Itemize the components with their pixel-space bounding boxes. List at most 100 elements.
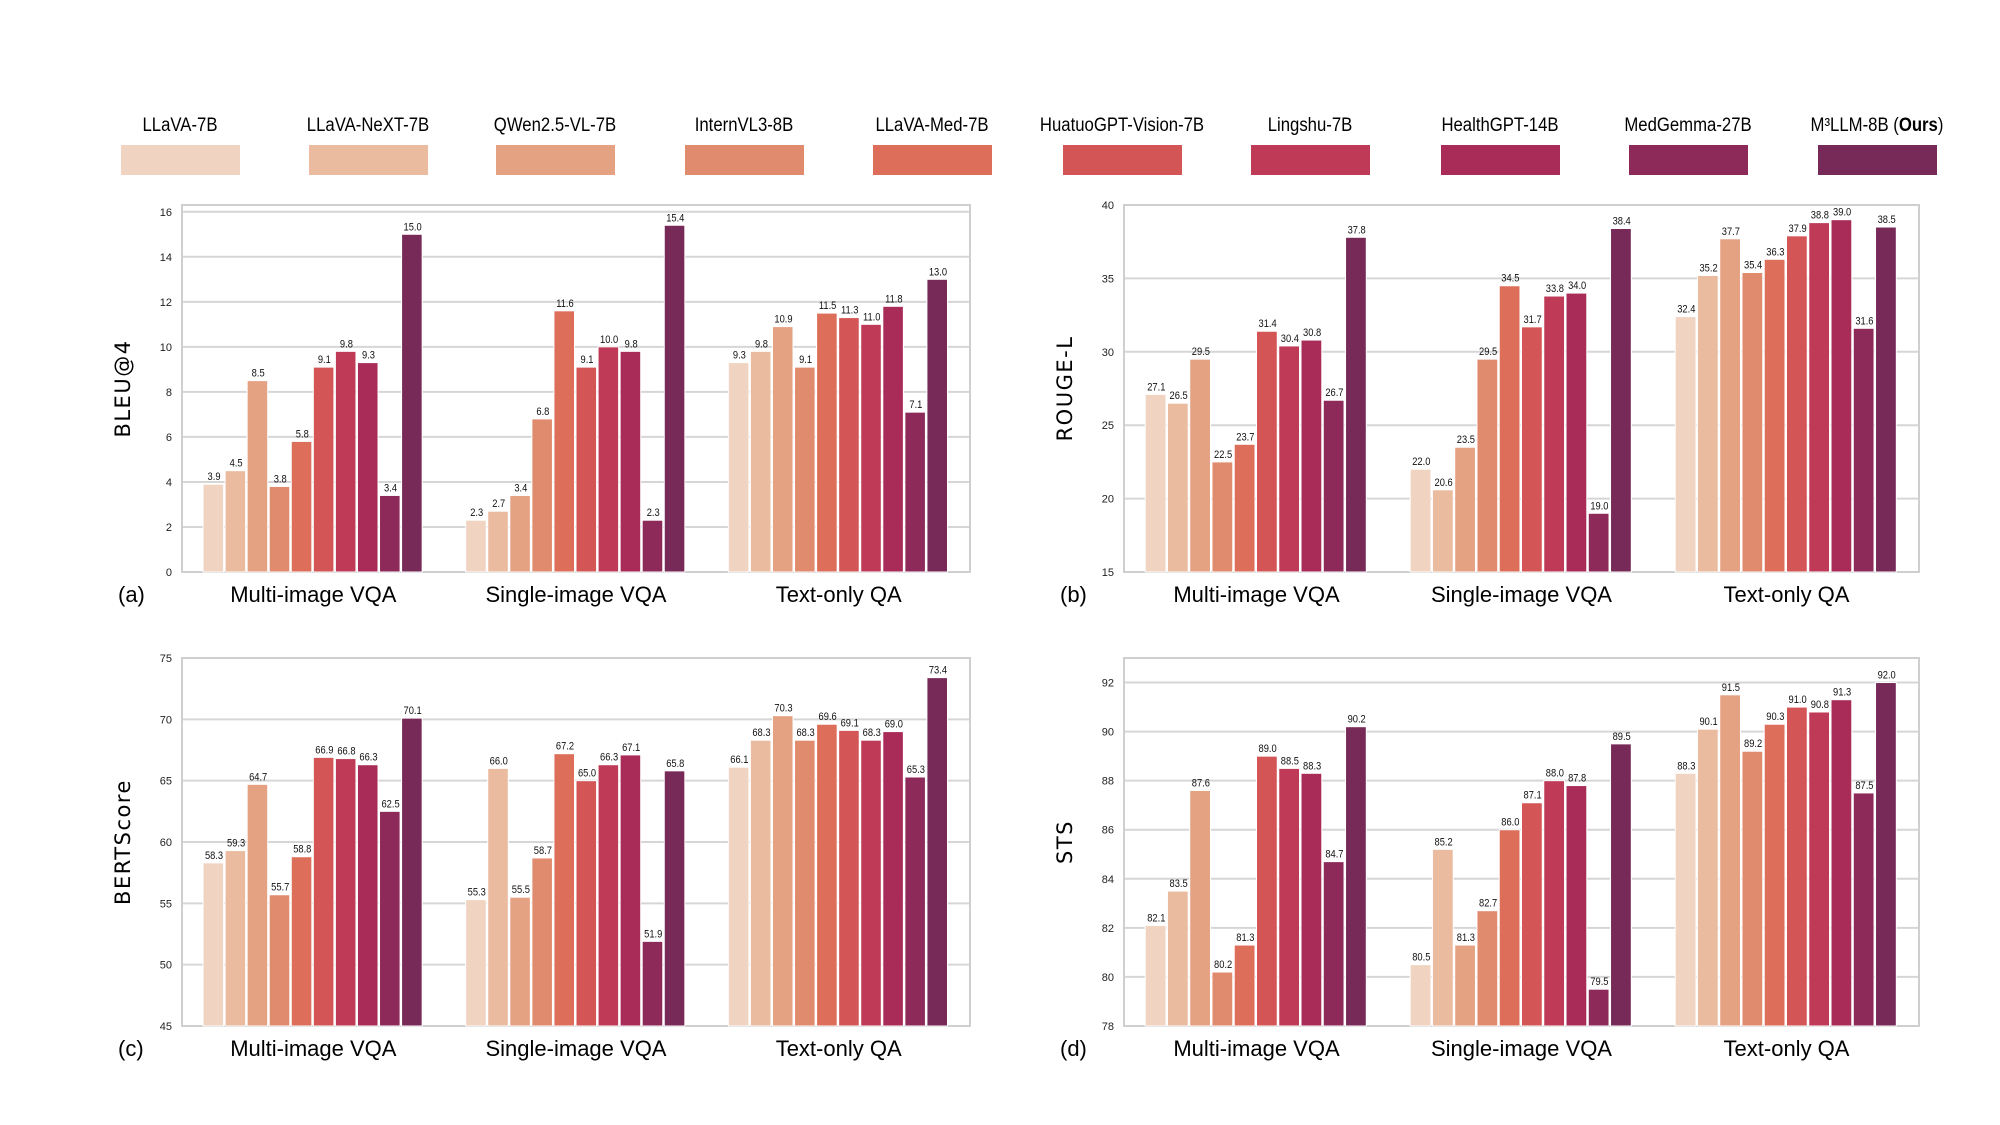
- y-axis-label: BERTScore: [111, 779, 135, 905]
- bar: [1565, 292, 1588, 573]
- bar: [1256, 755, 1278, 1027]
- bar: [904, 411, 926, 573]
- bar-value-label: 67.2: [556, 741, 574, 753]
- bar-value-label: 30.4: [1281, 333, 1299, 345]
- bar-value-label: 11.6: [556, 298, 574, 310]
- bar-value-label: 88.0: [1546, 768, 1564, 780]
- bar-value-label: 34.0: [1568, 280, 1586, 292]
- bar-value-label: 9.8: [340, 339, 353, 351]
- bar: [1719, 238, 1741, 573]
- bar-value-label: 80.5: [1412, 952, 1430, 964]
- x-category-label: Single-image VQA: [486, 582, 667, 607]
- y-tick-label: 45: [160, 1021, 172, 1033]
- bar: [1454, 446, 1476, 573]
- bar: [224, 850, 247, 1027]
- bar: [1211, 461, 1234, 573]
- bar: [312, 366, 335, 573]
- x-category-label: Text-only QA: [1724, 1036, 1850, 1061]
- bar-value-label: 33.8: [1546, 283, 1564, 295]
- y-tick-label: 40: [1102, 200, 1114, 212]
- bar-value-label: 89.0: [1259, 744, 1277, 756]
- bar-value-label: 89.5: [1613, 731, 1631, 743]
- bar-value-label: 26.5: [1170, 391, 1188, 403]
- y-tick-label: 8: [166, 387, 172, 399]
- bar: [1322, 399, 1345, 573]
- bar-value-label: 3.9: [208, 472, 221, 484]
- bar-value-label: 66.9: [315, 745, 333, 757]
- bar: [465, 519, 487, 573]
- bar: [1166, 890, 1189, 1027]
- bar: [1565, 785, 1588, 1027]
- legend: LLaVA-7B LLaVA-NeXT-7B QWen2.5-VL-7B Intern…: [0, 0, 2000, 180]
- bar-value-label: 8.5: [252, 368, 265, 380]
- bar: [1300, 339, 1323, 573]
- bar: [1498, 829, 1521, 1027]
- bar: [794, 366, 816, 573]
- bar: [882, 731, 904, 1027]
- bar: [1322, 861, 1345, 1027]
- bar-value-label: 66.3: [600, 752, 618, 764]
- y-tick-label: 86: [1102, 825, 1114, 837]
- bar: [246, 783, 269, 1027]
- x-category-label: Single-image VQA: [1431, 582, 1612, 607]
- bar: [1345, 726, 1367, 1027]
- x-category-label: Single-image VQA: [1431, 1036, 1612, 1061]
- legend-swatch: [308, 145, 428, 175]
- bar-value-label: 66.1: [730, 755, 748, 767]
- bar: [1211, 971, 1234, 1027]
- bar: [926, 278, 948, 573]
- legend-swatch: [1817, 145, 1937, 175]
- y-tick-label: 50: [160, 960, 172, 972]
- bar: [1587, 512, 1610, 573]
- y-tick-label: 75: [160, 653, 172, 665]
- legend-item: M³LLM-8B (Ours): [1782, 115, 1972, 175]
- bar: [246, 380, 269, 573]
- legend-item: MedGemma-27B: [1593, 115, 1783, 175]
- x-category-label: Multi-image VQA: [230, 582, 397, 607]
- x-category-label: Multi-image VQA: [230, 1036, 397, 1061]
- bar-value-label: 64.7: [249, 772, 267, 784]
- bar-value-label: 68.3: [752, 728, 770, 740]
- bar-value-label: 87.8: [1568, 773, 1586, 785]
- y-tick-label: 0: [166, 567, 172, 579]
- legend-item: LLaVA-7B: [85, 115, 275, 175]
- legend-item: HealthGPT-14B: [1405, 115, 1595, 175]
- bar-value-label: 5.8: [296, 429, 309, 441]
- bar-value-label: 3.4: [514, 483, 527, 495]
- bar: [1454, 944, 1476, 1027]
- bar-value-label: 39.0: [1833, 207, 1851, 219]
- bar-value-label: 55.3: [468, 887, 486, 899]
- bar: [1476, 910, 1499, 1027]
- bar-value-label: 9.8: [625, 339, 638, 351]
- bar: [1233, 944, 1256, 1027]
- y-tick-label: 88: [1102, 776, 1114, 788]
- bar: [727, 766, 750, 1027]
- bar: [268, 894, 291, 1027]
- bar-value-label: 82.7: [1479, 898, 1497, 910]
- bar-value-label: 65.3: [907, 764, 925, 776]
- bar: [794, 739, 816, 1027]
- bar: [1696, 728, 1719, 1027]
- bar: [1741, 750, 1764, 1027]
- bar-value-label: 90.8: [1811, 699, 1829, 711]
- bar: [1521, 802, 1543, 1027]
- y-tick-label: 30: [1102, 347, 1114, 359]
- bar: [816, 312, 838, 573]
- bar: [1345, 236, 1367, 573]
- y-tick-label: 55: [160, 898, 172, 910]
- bar-value-label: 59.3: [227, 838, 245, 850]
- x-category-label: Multi-image VQA: [1173, 1036, 1340, 1061]
- bar: [356, 764, 379, 1027]
- panel-label: (d): [1060, 1036, 1087, 1061]
- y-tick-label: 10: [160, 342, 172, 354]
- x-category-label: Text-only QA: [776, 1036, 902, 1061]
- bar: [1166, 402, 1189, 573]
- bar: [641, 940, 664, 1027]
- bar-value-label: 82.1: [1147, 913, 1165, 925]
- y-tick-label: 4: [166, 477, 172, 489]
- bar: [575, 780, 598, 1027]
- legend-item: LLaVA-NeXT-7B: [273, 115, 463, 175]
- bar-value-label: 36.3: [1766, 247, 1784, 259]
